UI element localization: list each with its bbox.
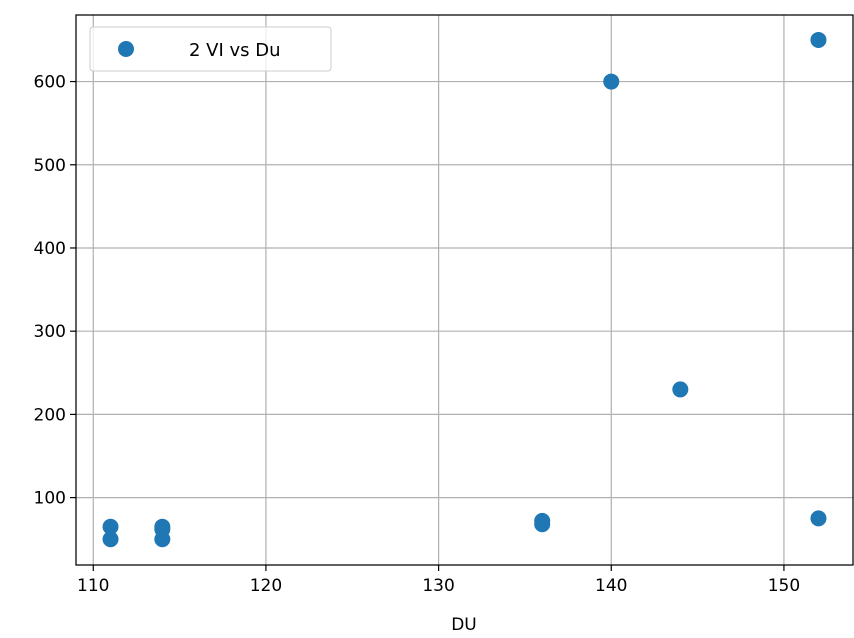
data-point [102, 531, 119, 548]
y-tick-label: 200 [34, 405, 66, 425]
y-axis-ticks: 100 200 300 400 500 600 [34, 73, 76, 509]
y-tick-label: 300 [34, 322, 66, 342]
x-axis-ticks: 110 120 130 140 150 [77, 565, 800, 596]
data-points [102, 31, 827, 548]
legend: 2 VI vs Du [89, 26, 332, 72]
y-tick-label: 400 [34, 239, 66, 259]
x-tick-label: 120 [250, 576, 282, 596]
legend-box [89, 26, 332, 72]
data-point [672, 381, 689, 398]
x-axis-label: DU [451, 615, 477, 634]
data-point [810, 510, 827, 527]
x-tick-label: 150 [768, 576, 800, 596]
x-tick-label: 110 [77, 576, 109, 596]
data-point [102, 518, 119, 535]
data-point [534, 516, 551, 533]
grid-lines [76, 15, 853, 565]
plot-area-frame [75, 14, 854, 566]
y-tick-label: 100 [34, 489, 66, 509]
data-point [154, 531, 171, 548]
data-point [603, 73, 620, 90]
y-tick-label: 600 [34, 73, 66, 93]
data-point [810, 31, 827, 48]
x-tick-label: 140 [595, 576, 627, 596]
legend-label: 2 VI vs Du [189, 40, 281, 61]
y-tick-label: 500 [34, 156, 66, 176]
x-tick-label: 130 [422, 576, 454, 596]
legend-marker [118, 41, 134, 57]
